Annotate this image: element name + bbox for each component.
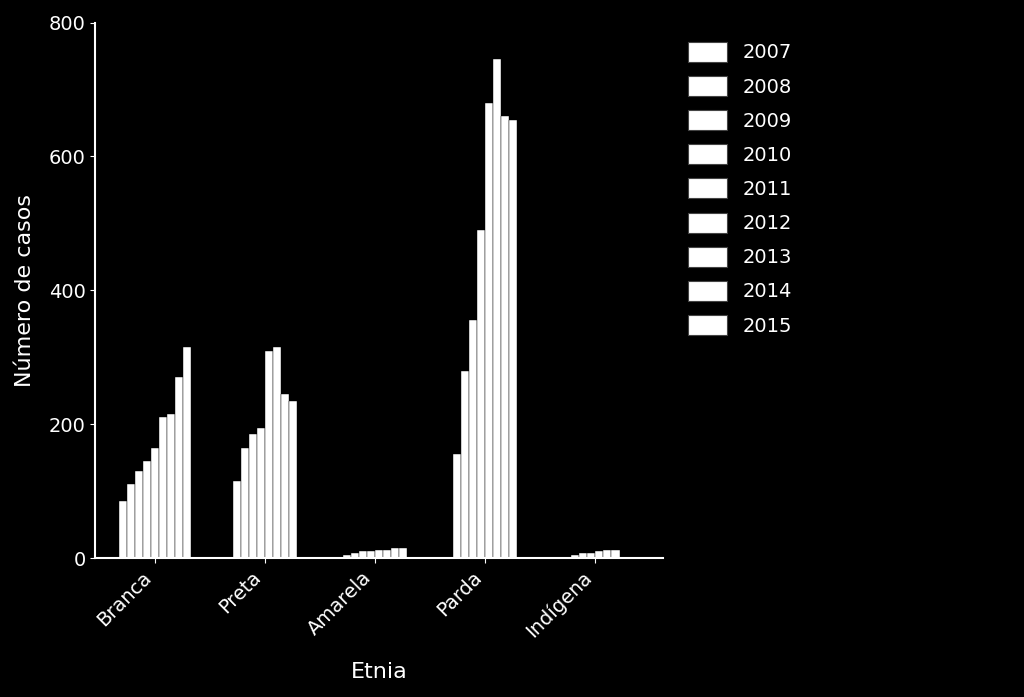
Bar (399, 548, 408, 558)
Bar (367, 551, 375, 558)
Bar (127, 484, 135, 558)
Bar (611, 550, 620, 558)
Bar (273, 347, 281, 558)
Bar (167, 414, 175, 558)
Bar (175, 377, 183, 558)
Y-axis label: Número de casos: Número de casos (15, 194, 35, 387)
Bar (391, 548, 399, 558)
Bar (571, 555, 580, 558)
Bar (183, 347, 191, 558)
Bar (485, 103, 494, 558)
Legend: 2007, 2008, 2009, 2010, 2011, 2012, 2013, 2014, 2015: 2007, 2008, 2009, 2010, 2011, 2012, 2013… (679, 32, 802, 345)
Bar (375, 550, 383, 558)
Bar (135, 471, 142, 558)
Bar (453, 454, 461, 558)
Bar (289, 401, 297, 558)
Bar (241, 447, 249, 558)
Bar (119, 501, 127, 558)
Bar (159, 418, 167, 558)
Bar (580, 553, 588, 558)
Bar (257, 427, 265, 558)
Bar (351, 553, 359, 558)
Bar (588, 553, 595, 558)
Bar (359, 551, 367, 558)
Bar (509, 120, 517, 558)
Bar (494, 59, 502, 558)
Bar (265, 351, 273, 558)
Bar (142, 461, 151, 558)
Bar (461, 371, 469, 558)
Bar (502, 116, 509, 558)
Bar (469, 321, 477, 558)
Bar (249, 434, 257, 558)
Bar (151, 447, 159, 558)
Bar (595, 551, 603, 558)
Bar (477, 230, 485, 558)
Bar (343, 555, 351, 558)
Bar (232, 481, 241, 558)
X-axis label: Etnia: Etnia (351, 662, 408, 682)
Bar (383, 550, 391, 558)
Bar (281, 394, 289, 558)
Bar (603, 550, 611, 558)
